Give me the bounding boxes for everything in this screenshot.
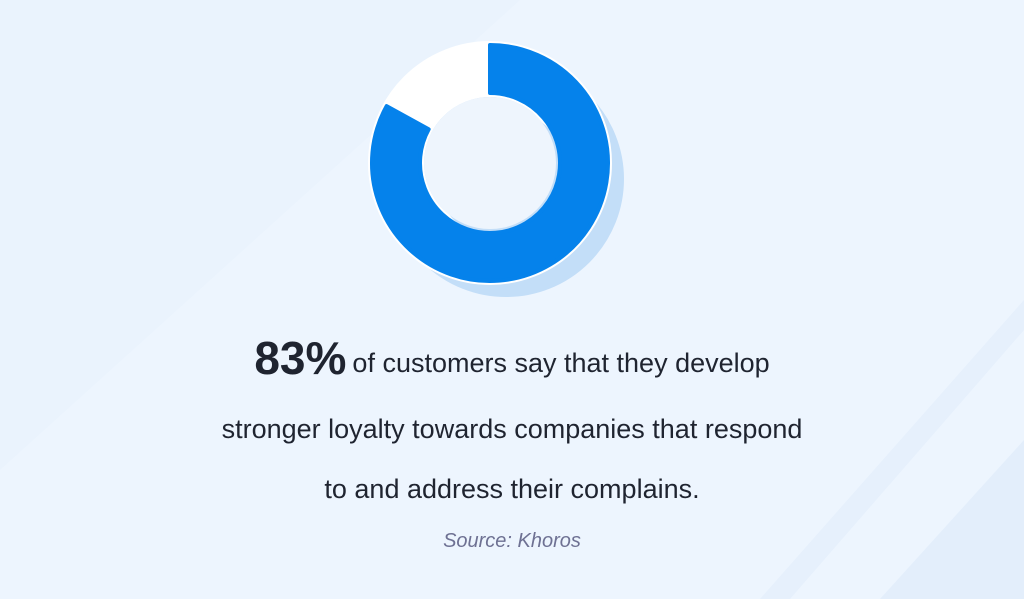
donut-chart — [368, 41, 624, 297]
source-label: Source: Khoros — [443, 530, 581, 552]
headline-line-1: 83% of customers say that they develop — [254, 332, 770, 384]
donut-hole — [424, 97, 556, 229]
headline-line-3: to and address their complains. — [324, 474, 700, 504]
background-band — [760, 300, 1024, 599]
background-band — [880, 440, 1024, 599]
headline: 83% of customers say that they develop st… — [0, 328, 1024, 519]
headline-line-2: stronger loyalty towards companies that … — [221, 414, 803, 444]
donut-slice-highlighted — [370, 43, 610, 283]
stat-value: 83% — [254, 332, 347, 384]
